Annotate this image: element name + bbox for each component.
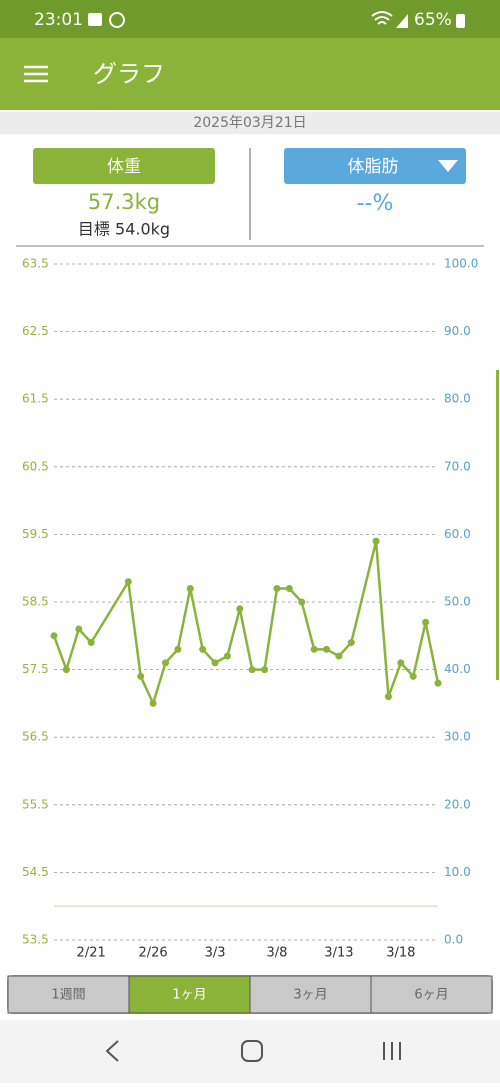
app-title: グラフ (93, 60, 165, 88)
y-tick-label: 60.5 (22, 459, 49, 473)
y2-tick-label: 0.0 (444, 933, 463, 947)
x-tick-label: 3/13 (324, 946, 353, 961)
chart: 53.5 54.5 55.5 56.5 57.5 58.5 59.5 60.5 61.5 62.5… (22, 257, 478, 961)
tab-label: 1週間 (51, 988, 85, 1003)
recents-button[interactable] (383, 1042, 401, 1060)
y-tick-label: 54.5 (22, 865, 49, 879)
tab-label: 6ヶ月 (414, 988, 448, 1003)
data-point (186, 584, 194, 592)
status-icon (109, 12, 125, 28)
y2-tick-label: 10.0 (444, 865, 471, 879)
signal-icon (396, 14, 408, 28)
data-point (137, 672, 145, 680)
y-tick-label: 63.5 (22, 257, 49, 271)
weight-target: 目標 54.0kg (78, 220, 170, 239)
y-tick-label: 55.5 (22, 797, 49, 811)
wifi-icon (371, 11, 393, 25)
x-tick-label: 3/8 (267, 946, 288, 961)
body-fat-label: 体脂肪 (348, 157, 399, 177)
x-tick-label: 3/3 (205, 946, 226, 961)
data-point (236, 605, 244, 613)
weight-label: 体重 (107, 157, 141, 177)
tab-label: 1ヶ月 (172, 988, 206, 1003)
y2-tick-label: 50.0 (444, 595, 471, 609)
data-point (409, 672, 417, 680)
y-tick-label: 53.5 (22, 933, 49, 947)
y2-tick-label: 30.0 (444, 730, 471, 744)
data-point (310, 645, 318, 653)
battery-icon (456, 14, 465, 28)
tab-label: 3ヶ月 (293, 988, 327, 1003)
data-point (62, 666, 70, 674)
battery-text: 65% (414, 10, 452, 30)
data-point (285, 584, 293, 592)
data-point (87, 639, 95, 647)
data-point (335, 652, 343, 660)
x-tick-label: 2/21 (77, 946, 106, 961)
data-point (248, 666, 256, 674)
x-tick-label: 3/18 (386, 946, 415, 961)
back-button[interactable] (105, 1040, 119, 1062)
y-tick-label: 61.5 (22, 392, 49, 406)
tab[interactable] (370, 975, 493, 1014)
date-bar (0, 112, 500, 134)
data-point (384, 693, 392, 701)
weight-button[interactable] (33, 148, 215, 184)
weight-value: 57.3kg (88, 190, 160, 214)
data-point (161, 659, 169, 667)
data-point (323, 645, 331, 653)
data-point (223, 652, 231, 660)
y-tick-label: 62.5 (22, 324, 49, 338)
data-point (261, 666, 269, 674)
app-bar (0, 38, 500, 110)
tabs: 1週間 1ヶ月 3ヶ月 6ヶ月 (7, 975, 493, 1014)
x-tick-label: 2/26 (138, 946, 167, 961)
menu-button[interactable] (24, 65, 48, 83)
home-button[interactable] (241, 1040, 263, 1062)
data-point (199, 645, 207, 653)
date: 2025年03月21日 (193, 115, 306, 131)
y2-tick-label: 40.0 (444, 662, 471, 676)
data-point (347, 639, 355, 647)
scrollbar (496, 370, 499, 680)
data-point (149, 699, 157, 707)
y-tick-label: 59.5 (22, 527, 49, 541)
data-point (124, 578, 132, 586)
status-bar (0, 0, 500, 38)
y-tick-label: 58.5 (22, 595, 49, 609)
y-tick-label: 56.5 (22, 730, 49, 744)
y-tick-label: 57.5 (22, 662, 49, 676)
data-point (211, 659, 219, 667)
tab[interactable] (7, 975, 130, 1014)
status-icon (88, 13, 102, 26)
data-point (397, 659, 405, 667)
data-point (174, 645, 182, 653)
y2-tick-label: 70.0 (444, 459, 471, 473)
dropdown-arrow (438, 160, 458, 172)
y2-tick-label: 90.0 (444, 324, 471, 338)
weight-line (52, 540, 440, 707)
y2-tick-label: 20.0 (444, 797, 471, 811)
y2-tick-label: 80.0 (444, 392, 471, 406)
body-fat-button[interactable] (284, 148, 466, 184)
data-point (372, 537, 380, 545)
data-point (50, 632, 58, 640)
data-point (273, 584, 281, 592)
data-point (298, 598, 306, 606)
nav-bar (0, 1020, 500, 1083)
y2-tick-label: 100.0 (444, 257, 478, 271)
data-point (75, 625, 83, 633)
data-point (422, 618, 430, 626)
tab[interactable] (249, 975, 372, 1014)
y2-tick-label: 60.0 (444, 527, 471, 541)
data-point (434, 679, 442, 687)
body-fat-value: --% (357, 191, 394, 216)
status-time: 23:01 (34, 10, 83, 30)
